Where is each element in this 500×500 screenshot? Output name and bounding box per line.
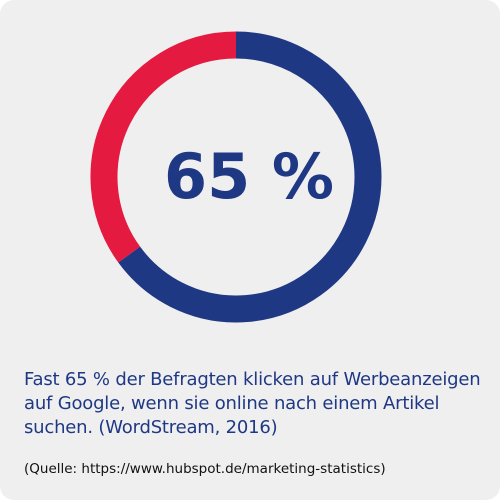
donut-segment [118,31,382,323]
donut-segment [90,31,237,263]
caption: Fast 65 % der Befragten klicken auf Werb… [24,369,481,438]
source: (Quelle: https://www.hubspot.de/marketin… [24,461,386,477]
center-label: 65 % [164,140,334,213]
chart: 65 % [90,31,382,323]
